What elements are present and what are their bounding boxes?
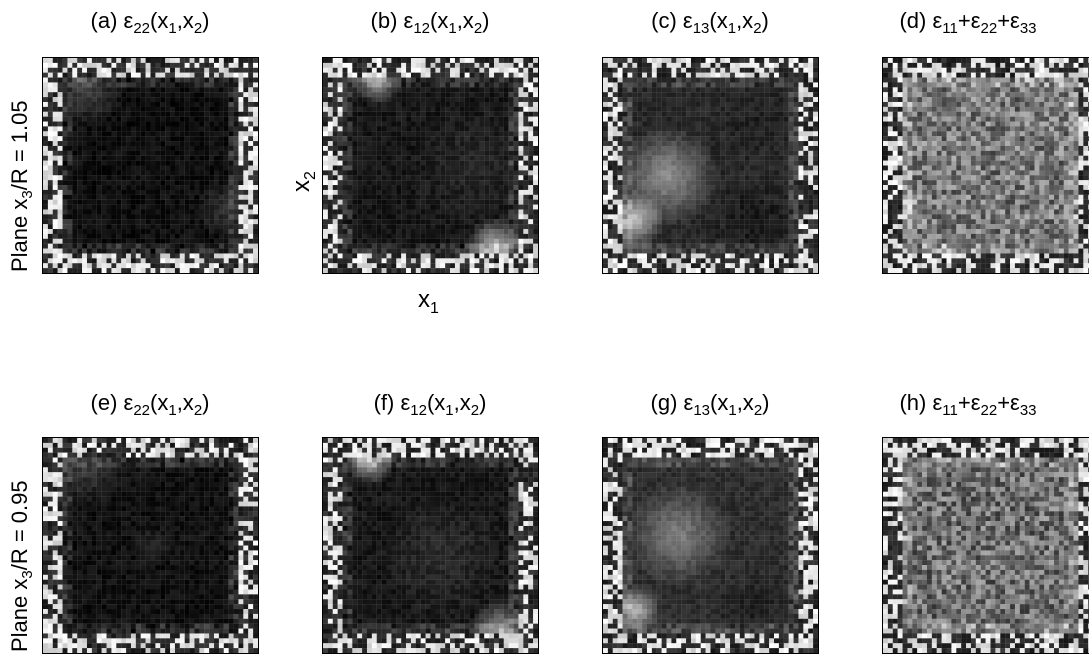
row-label-plane-1: Plane x3/R = 1.05 (8, 100, 32, 272)
panel-title-f: (f) ε12(x1,x2) (310, 390, 550, 416)
y-axis-label: x2 (290, 171, 314, 192)
panel-title-e: (e) ε22(x1,x2) (30, 390, 270, 416)
strain-map-e (43, 438, 258, 653)
strain-map-d (883, 58, 1089, 273)
panel-f-epsilon-12 (322, 437, 539, 654)
panel-title-a: (a) ε22(x1,x2) (30, 8, 270, 34)
panel-h-volumetric-strain (882, 437, 1089, 654)
strain-map-a (43, 58, 258, 273)
row-label-plane-2: Plane x3/R = 0.95 (8, 480, 32, 652)
panel-d-volumetric-strain (882, 57, 1089, 274)
panel-title-g: (g) ε13(x1,x2) (590, 390, 830, 416)
strain-map-g (603, 438, 818, 653)
panel-e-epsilon-22 (42, 437, 259, 654)
strain-map-b (323, 58, 538, 273)
x-axis-label: x1 (418, 288, 439, 312)
panel-title-h: (h) ε11+ε22+ε33 (848, 390, 1088, 416)
panel-title-c: (c) ε13(x1,x2) (590, 8, 830, 34)
panel-a-epsilon-22 (42, 57, 259, 274)
panel-title-b: (b) ε12(x1,x2) (310, 8, 550, 34)
panel-b-epsilon-12 (322, 57, 539, 274)
panel-title-d: (d) ε11+ε22+ε33 (848, 8, 1088, 34)
panel-g-epsilon-13 (602, 437, 819, 654)
strain-map-f (323, 438, 538, 653)
strain-map-c (603, 58, 818, 273)
strain-map-h (883, 438, 1089, 653)
panel-c-epsilon-13 (602, 57, 819, 274)
